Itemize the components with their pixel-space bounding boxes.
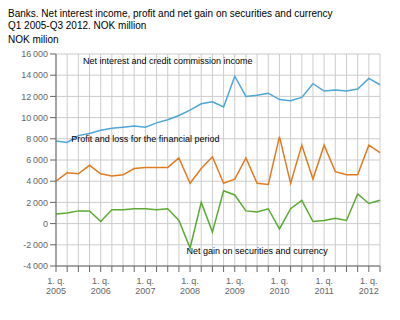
html-text:NOK milion: NOK milion (8, 34, 59, 45)
svg-text:12 000: 12 000 (21, 92, 48, 102)
html-text:Banks. Net interest income, pr: Banks. Net interest income, profit and n… (8, 8, 333, 19)
svg-text:10 000: 10 000 (21, 113, 48, 123)
svg-text:1. q.2007: 1. q.2007 (135, 276, 155, 296)
svg-text:1. q.2012: 1. q.2012 (359, 276, 379, 296)
svg-text:14 000: 14 000 (21, 70, 48, 80)
svg-text:1. q.2008: 1. q.2008 (180, 276, 200, 296)
svg-text:Profit and loss for the financ: Profit and loss for the financial period (71, 134, 219, 144)
svg-text:-4 000: -4 000 (23, 261, 48, 271)
svg-text:1. q.2006: 1. q.2006 (91, 276, 111, 296)
svg-text:Net interest and credit commis: Net interest and credit commission incom… (83, 56, 253, 66)
svg-text:1. q.2011: 1. q.2011 (314, 276, 333, 296)
svg-text:2 000: 2 000 (26, 198, 48, 208)
svg-text:6 000: 6 000 (26, 155, 48, 165)
svg-text:-2 000: -2 000 (23, 240, 48, 250)
svg-text:8 000: 8 000 (26, 134, 48, 144)
html-text:Q1 2005-Q3 2012. NOK million: Q1 2005-Q3 2012. NOK million (8, 20, 147, 31)
svg-text:4 000: 4 000 (26, 176, 48, 186)
svg-text:0: 0 (43, 219, 48, 229)
svg-text:1. q.2010: 1. q.2010 (269, 276, 289, 296)
svg-text:1. q.2009: 1. q.2009 (225, 276, 245, 296)
svg-text:16 000: 16 000 (21, 49, 48, 59)
svg-text:1. q.2005: 1. q.2005 (46, 276, 66, 296)
svg-text:Net gain on securities and cur: Net gain on securities and currency (187, 246, 329, 256)
